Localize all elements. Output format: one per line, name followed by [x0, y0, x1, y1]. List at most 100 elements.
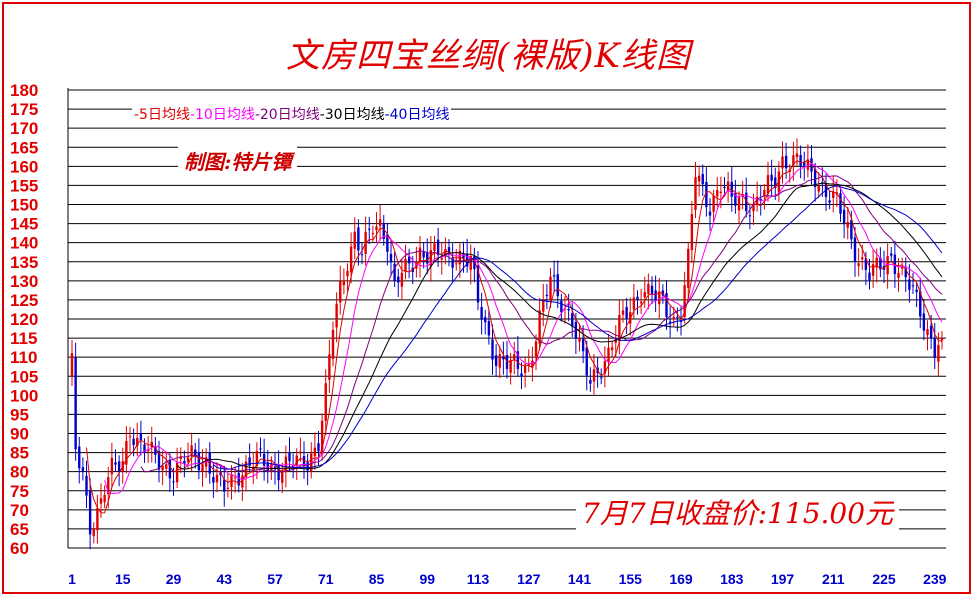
legend-ma10: -10日均线 — [189, 107, 255, 123]
legend-ma40: -40日均线 — [384, 107, 450, 123]
candle — [324, 369, 327, 436]
x-tick-label: 155 — [619, 571, 643, 587]
candle — [353, 217, 356, 260]
x-tick-label: 169 — [669, 571, 693, 587]
candle — [933, 322, 936, 369]
legend-ma5: -5日均线 — [134, 107, 190, 123]
candle — [360, 242, 364, 265]
candle — [386, 222, 389, 266]
candle — [781, 141, 784, 184]
candle — [839, 186, 842, 222]
candle — [567, 293, 570, 322]
candle — [911, 272, 915, 294]
x-tick-label: 43 — [216, 571, 232, 587]
y-tick-label: 140 — [10, 234, 38, 253]
y-tick-label: 175 — [10, 100, 38, 119]
candle — [694, 162, 697, 218]
candle — [422, 242, 425, 269]
y-axis-ticks: 6065707580859095100105110115120125130135… — [10, 81, 38, 558]
candle — [752, 193, 755, 226]
candle — [389, 238, 393, 277]
candle — [592, 354, 596, 395]
ma20-line — [140, 175, 943, 473]
candle — [114, 449, 117, 472]
y-tick-label: 120 — [10, 310, 38, 329]
candle — [799, 145, 802, 179]
candle — [832, 176, 835, 213]
candle — [770, 159, 773, 196]
candle — [70, 339, 74, 387]
candle — [636, 290, 639, 315]
candle — [226, 472, 230, 498]
candle — [654, 275, 657, 313]
x-tick-label: 113 — [467, 571, 490, 587]
candle — [136, 422, 139, 457]
candle — [426, 238, 429, 275]
candle — [726, 171, 730, 203]
candle — [890, 246, 893, 262]
candle — [339, 265, 342, 315]
candle — [668, 306, 672, 338]
candle — [665, 280, 668, 330]
candle — [378, 204, 382, 241]
ma30-line — [176, 182, 943, 470]
candle — [335, 292, 338, 343]
candle — [824, 173, 828, 211]
candle — [117, 455, 121, 487]
x-tick-label: 183 — [720, 571, 744, 587]
candle — [165, 451, 168, 476]
candle — [697, 165, 701, 197]
candle — [418, 235, 422, 278]
candle — [556, 260, 559, 309]
candle — [487, 309, 491, 345]
candle — [255, 442, 259, 480]
candle — [513, 341, 516, 375]
candle — [745, 177, 748, 218]
x-tick-label: 197 — [771, 571, 795, 587]
closing-price-note: 7月7日收盘价:115.00元 — [576, 492, 900, 532]
x-tick-label: 225 — [872, 571, 896, 587]
candle — [643, 276, 646, 308]
candle — [237, 457, 240, 493]
candle — [128, 426, 132, 452]
candle — [175, 447, 179, 489]
candle — [578, 323, 581, 352]
candle — [828, 190, 831, 210]
candle — [915, 282, 918, 308]
candle — [139, 420, 143, 456]
candle — [88, 478, 92, 550]
y-tick-label: 85 — [10, 444, 29, 463]
ma5-line — [86, 159, 943, 514]
candle — [610, 340, 614, 357]
candle — [716, 177, 719, 208]
candle — [502, 341, 505, 375]
candle — [687, 242, 690, 303]
candle — [846, 207, 849, 240]
candle — [926, 320, 929, 351]
candle — [400, 258, 404, 300]
candle — [589, 367, 592, 392]
candle — [821, 167, 824, 197]
candle — [871, 249, 875, 288]
y-tick-label: 115 — [10, 329, 37, 348]
candle — [755, 181, 759, 212]
candle — [288, 437, 291, 472]
x-tick-label: 211 — [822, 571, 845, 587]
candle — [473, 247, 476, 283]
x-tick-label: 141 — [568, 571, 592, 587]
candle — [842, 196, 846, 239]
candle — [85, 460, 88, 509]
y-tick-label: 100 — [10, 386, 38, 405]
candle — [563, 296, 567, 324]
candle — [734, 179, 737, 214]
candle — [690, 201, 694, 263]
candle — [313, 432, 317, 470]
candle — [523, 357, 527, 388]
candle — [766, 161, 770, 202]
candle — [552, 260, 556, 292]
y-tick-label: 170 — [10, 119, 38, 138]
candle — [346, 263, 349, 292]
candle — [719, 176, 723, 209]
candle — [581, 325, 585, 364]
x-tick-label: 71 — [318, 571, 334, 587]
